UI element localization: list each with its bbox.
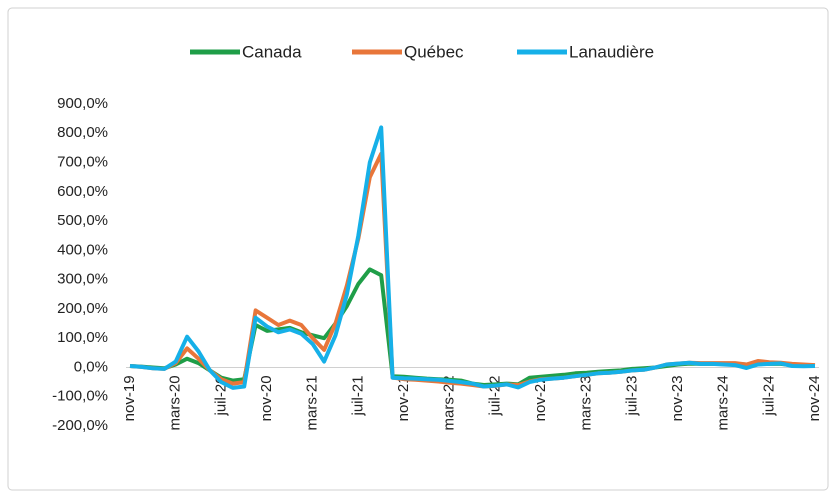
x-tick-label: mars-20 — [167, 375, 184, 430]
x-tick-label: juil-22 — [486, 375, 503, 416]
y-tick-label: -100,0% — [52, 388, 108, 405]
y-tick-label: 400,0% — [57, 241, 108, 258]
x-tick-label: mars-22 — [441, 375, 458, 430]
x-tick-label: nov-24 — [806, 375, 823, 421]
x-tick-label: nov-19 — [121, 375, 138, 421]
legend-label: Lanaudière — [569, 42, 654, 61]
x-tick-label: nov-20 — [258, 375, 275, 421]
x-tick-label: juil-24 — [760, 375, 777, 416]
y-tick-label: 600,0% — [57, 183, 108, 200]
x-tick-label: juil-23 — [623, 375, 640, 416]
y-tick-label: 500,0% — [57, 212, 108, 229]
series-line — [129, 125, 816, 390]
y-tick-label: 700,0% — [57, 154, 108, 171]
y-tick-label: 300,0% — [57, 271, 108, 288]
legend-label: Québec — [404, 42, 464, 61]
y-tick-label: -200,0% — [52, 417, 108, 434]
y-tick-label: 900,0% — [57, 95, 108, 112]
x-tick-label: nov-23 — [669, 375, 686, 421]
legend-label: Canada — [242, 42, 302, 61]
x-tick-label: mars-21 — [304, 375, 321, 430]
y-tick-label: 800,0% — [57, 124, 108, 141]
y-tick-label: 200,0% — [57, 300, 108, 317]
y-tick-label: 0,0% — [74, 358, 108, 375]
x-tick-label: mars-24 — [715, 375, 732, 430]
x-tick-label: mars-23 — [578, 375, 595, 430]
x-tick-label: nov-22 — [532, 375, 549, 421]
x-tick-label: juil-21 — [349, 375, 366, 416]
x-tick-label: nov-21 — [395, 375, 412, 421]
y-tick-label: 100,0% — [57, 329, 108, 346]
